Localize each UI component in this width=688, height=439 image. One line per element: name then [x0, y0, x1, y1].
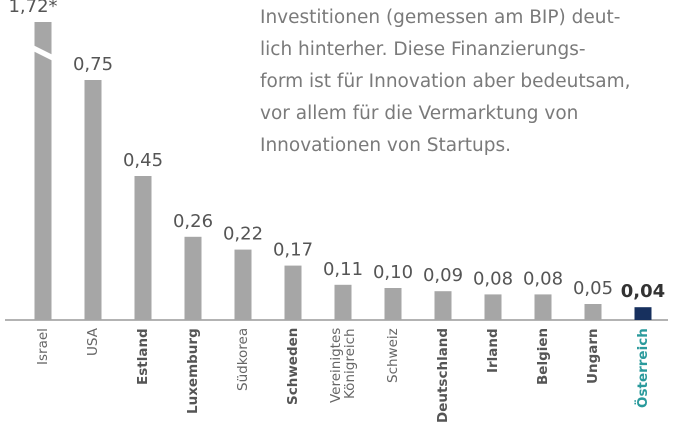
bar — [584, 304, 602, 320]
category-label: USA — [85, 328, 101, 356]
text-line: form ist für Innovation aber bedeutsam, — [260, 71, 631, 92]
category-label: Südkorea — [235, 328, 251, 392]
bar — [334, 284, 352, 320]
category-label: Ungarn — [585, 328, 601, 384]
value-label: 0,10 — [373, 262, 413, 283]
category-label: Schweden — [285, 328, 301, 406]
value-label: 0,22 — [223, 224, 263, 245]
value-label: 0,45 — [123, 150, 163, 171]
value-label: 0,75 — [73, 54, 113, 75]
category-label: Österreich — [635, 328, 651, 408]
axis-break — [31, 44, 55, 62]
category-label: Irland — [485, 328, 501, 373]
text-line: Innovationen von Startups. — [260, 135, 511, 156]
bar — [534, 294, 552, 320]
bar — [84, 80, 102, 320]
category-label: Estland — [135, 328, 151, 385]
bar — [434, 291, 452, 320]
bar — [484, 294, 502, 320]
value-label: 0,04 — [621, 281, 665, 302]
text-line: vor allem für die Vermarktung von — [260, 103, 579, 124]
value-label: 1,72* — [8, 0, 57, 17]
value-label: 0,08 — [473, 268, 513, 289]
text-line: Investitionen (gemessen am BIP) deut- — [260, 7, 621, 28]
bar — [384, 288, 402, 320]
category-label: Vereinigtes Königreich — [328, 328, 358, 404]
text-line: lich hinterher. Diese Finanzierungs- — [260, 39, 586, 60]
category-label: Israel — [35, 328, 51, 365]
bar — [134, 176, 152, 320]
category-label: Belgien — [535, 328, 551, 386]
value-label: 0,11 — [323, 259, 363, 280]
paragraph: Investitionen (gemessen am BIP) deut-lic… — [260, 2, 631, 162]
bar — [234, 249, 252, 320]
value-label: 0,17 — [273, 240, 313, 261]
category-label: Luxemburg — [185, 328, 201, 414]
bar — [284, 265, 302, 320]
bar — [634, 307, 652, 320]
value-label: 0,05 — [573, 278, 613, 299]
bar — [34, 22, 52, 320]
bar — [184, 236, 202, 320]
value-label: 0,26 — [173, 211, 213, 232]
category-label: Schweiz — [385, 328, 401, 383]
value-label: 0,08 — [523, 268, 563, 289]
value-label: 0,09 — [423, 265, 463, 286]
category-label: Deutschland — [435, 328, 451, 424]
